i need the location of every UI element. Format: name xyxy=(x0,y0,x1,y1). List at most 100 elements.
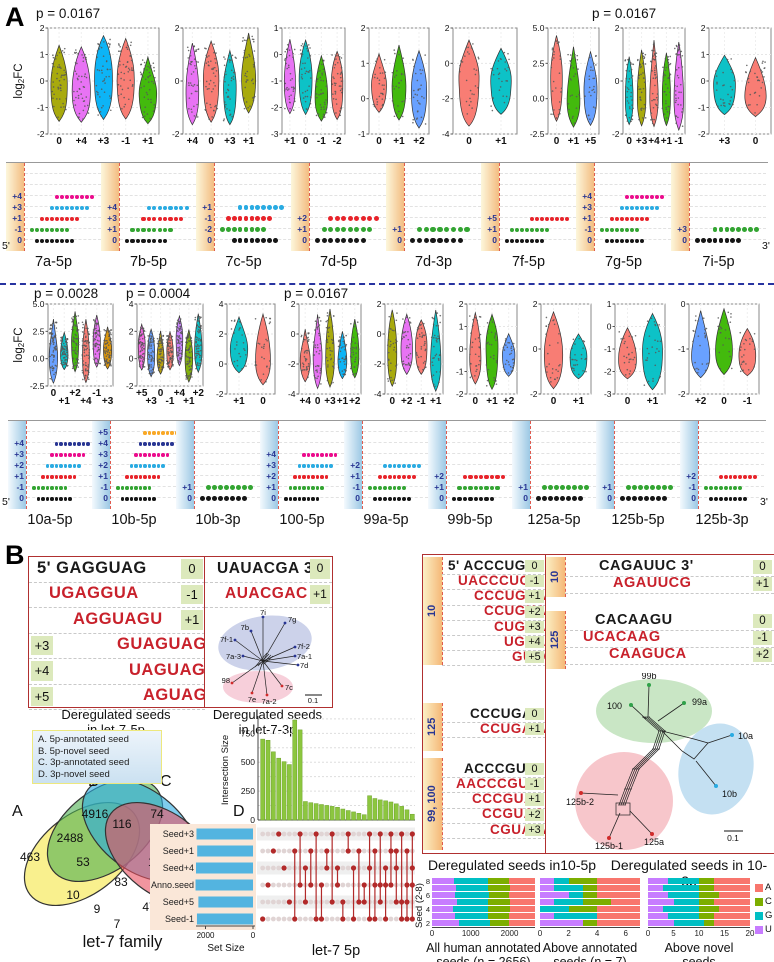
svg-text:0: 0 xyxy=(533,344,538,354)
isoform-dot xyxy=(430,237,436,243)
seed-sequence-row: GUAGUAG +3 xyxy=(29,634,207,659)
svg-text:-4: -4 xyxy=(374,389,382,399)
isoform-dot xyxy=(179,216,184,221)
isoform-dot xyxy=(152,442,156,446)
isoform-dot xyxy=(302,464,306,468)
offset-label: 0 xyxy=(691,492,696,503)
violin-panel: 2 0 -2 -4 0 +2 -1 +1 xyxy=(374,300,444,407)
svg-text:2: 2 xyxy=(361,24,366,33)
svg-text:7f-1: 7f-1 xyxy=(220,635,233,644)
isoform-dot xyxy=(261,205,267,210)
isoform-dot xyxy=(382,475,387,479)
isoform-dot xyxy=(147,464,152,468)
legend-label: C xyxy=(765,896,772,907)
seed-sequence: AGAUUCG xyxy=(613,575,692,592)
isoform-dot xyxy=(152,205,157,210)
svg-text:0: 0 xyxy=(250,815,255,825)
offset-label: 0 xyxy=(492,234,497,245)
svg-text:+1: +1 xyxy=(661,136,673,147)
legend-item: G xyxy=(755,910,772,921)
isoform-dot xyxy=(515,239,519,243)
isoform-group: +1 0 125b-5p xyxy=(596,421,680,528)
network-node-label: 125b-2 xyxy=(566,797,594,807)
isoform-dot xyxy=(360,237,366,243)
isoform-dot xyxy=(147,431,152,435)
svg-text:-1: -1 xyxy=(271,76,279,86)
stacked-segment xyxy=(554,885,583,891)
isoform-dot xyxy=(147,442,152,446)
isoform-dot xyxy=(578,485,583,490)
isoform-dot xyxy=(243,205,249,210)
network-node-label: 99b xyxy=(641,673,656,681)
stacked-segment xyxy=(432,906,453,912)
offset-label: 0 xyxy=(682,234,687,245)
p-value: p = 0.0004 xyxy=(126,286,191,301)
isoform-dot xyxy=(168,216,173,221)
stacked-segment xyxy=(554,878,569,884)
isoform-dot xyxy=(656,485,661,490)
isoform-dot xyxy=(50,497,54,501)
svg-text:0: 0 xyxy=(175,76,180,86)
svg-text:0: 0 xyxy=(701,76,706,86)
isoform-dot xyxy=(392,497,397,501)
seed-sequence-row: CCCGUAG +1 xyxy=(442,791,546,809)
offset-label: +1 xyxy=(202,201,212,212)
isoform-name: 125b-5p xyxy=(611,512,665,528)
offset-label: +1 xyxy=(602,481,612,492)
offset-label: 0 xyxy=(523,492,528,503)
isoform-dot xyxy=(315,237,321,243)
isoform-dot xyxy=(125,475,129,479)
isoform-dot xyxy=(625,228,629,232)
stacked-bar-row xyxy=(540,878,640,884)
isoform-dot xyxy=(161,453,165,457)
isoform-dot xyxy=(138,442,143,446)
isoform-dot xyxy=(423,237,430,243)
offset-label-strip: +5 +4 +3 +2 +1 -1 0 xyxy=(92,421,111,509)
stacked-segment xyxy=(487,899,511,905)
stacked-segment xyxy=(458,920,490,926)
svg-text:+3: +3 xyxy=(102,396,114,407)
offset-label-strip: +5 +1 0 xyxy=(481,163,500,251)
isoform-dot xyxy=(152,227,157,232)
svg-text:+2: +2 xyxy=(413,136,425,147)
offset-label: 0 xyxy=(19,492,24,503)
upset-set-name: Seed-1 xyxy=(165,914,194,924)
svg-text:-1: -1 xyxy=(678,344,686,354)
family-strip: 99, 100 xyxy=(423,758,443,850)
svg-text:Set Size: Set Size xyxy=(207,943,245,954)
seed-sequence-row: CCCUGUA +1 xyxy=(442,588,546,606)
isoform-dot xyxy=(530,228,534,232)
svg-text:+3: +3 xyxy=(224,136,236,147)
isoform-dot xyxy=(321,237,327,243)
stacked-segment xyxy=(597,906,640,912)
isoform-dot xyxy=(347,215,353,221)
isoform-dot xyxy=(748,475,753,479)
svg-text:0: 0 xyxy=(625,396,631,407)
isoform-dot xyxy=(566,485,571,490)
isoform-dot xyxy=(243,216,249,221)
isoform-dot xyxy=(630,195,634,199)
offset-label: +3 xyxy=(14,448,24,459)
isoform-dot xyxy=(231,238,237,243)
offset-dot-area xyxy=(699,421,764,509)
seed-sequence: CAGAUUC 3' xyxy=(599,558,694,575)
offset-label: +4 xyxy=(582,190,592,201)
x-tick: 5 xyxy=(671,929,676,938)
isoform-dot xyxy=(638,496,643,501)
svg-text:-1: -1 xyxy=(121,136,130,147)
legend-item: C xyxy=(755,896,772,907)
seed-sequence: GUAGUAG xyxy=(117,635,207,654)
stacked-bar-row xyxy=(648,899,750,905)
svg-text:-1: -1 xyxy=(92,388,101,399)
isoform-dot xyxy=(55,206,59,210)
isoform-dot xyxy=(334,215,340,221)
isoform-dot xyxy=(640,195,644,199)
isoform-dot xyxy=(540,239,544,243)
svg-text:-2: -2 xyxy=(678,389,686,399)
isoform-dot xyxy=(206,485,211,490)
x-tick: 2 xyxy=(566,929,571,938)
isoform-group: +4 +3 +1 0 7b-5p xyxy=(101,163,196,270)
offset-label-strip: +1 0 xyxy=(512,421,531,509)
offset-label: 0 xyxy=(187,492,192,503)
x-tick: 0 xyxy=(429,929,435,938)
